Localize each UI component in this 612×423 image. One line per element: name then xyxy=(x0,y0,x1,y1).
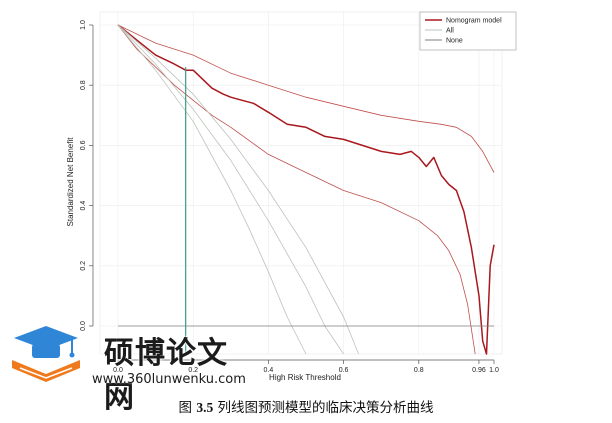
series-line-nomogram-model-ci-upper xyxy=(117,24,495,173)
y-tick-label: 0.0 xyxy=(80,321,87,331)
axes: 0.00.20.40.60.81.00.0 0.2 0.4 0.6 0.8 0.96 1.0 xyxy=(80,20,499,374)
y-tick-label: 1.0 xyxy=(80,20,87,30)
x-axis-label: High Risk Threshold xyxy=(269,373,341,382)
caption-number: 3.5 xyxy=(196,400,214,415)
series-lines xyxy=(117,24,495,355)
y-axis-label: Standardized Net Benefit xyxy=(66,137,75,227)
watermark-site-name: 硕博论文网 xyxy=(104,336,228,415)
x-tick-label: 0.6 xyxy=(339,367,349,374)
caption-label: 图 xyxy=(178,400,193,416)
y-tick-label: 0.2 xyxy=(80,261,87,271)
legend-label: Nomogram model xyxy=(446,18,502,25)
legend-label: None xyxy=(446,38,463,45)
watermark: 硕博论文网 www.360lunwenku.com xyxy=(8,320,258,415)
x-tick-label: 0.8 xyxy=(414,367,424,374)
legend: Nomogram model All None xyxy=(419,11,517,51)
y-tick-label: 0.4 xyxy=(80,201,87,211)
legend-box xyxy=(419,11,517,51)
x-tick-label: 0.0 xyxy=(113,367,123,374)
y-tick-label: 0.8 xyxy=(80,80,87,90)
x-tick-label: 1.0 xyxy=(489,367,499,374)
plot-area xyxy=(99,11,503,355)
graduation-cap-book-icon xyxy=(12,326,80,382)
caption-text: 列线图预测模型的临床决策分析曲线 xyxy=(217,400,434,416)
y-tick-label: 0.6 xyxy=(80,140,87,150)
legend-label: All xyxy=(446,28,454,35)
watermark-url: www.360lunwenku.com xyxy=(92,372,246,387)
series-line-all xyxy=(117,24,307,355)
series-line-nomogram-model xyxy=(117,24,495,355)
x-tick-label: 0.96 xyxy=(472,367,486,374)
series-line-all-third-curve xyxy=(117,24,359,355)
x-tick-label: 0.2 xyxy=(188,367,198,374)
figure-caption: 图 3.5 列线图预测模型的临床决策分析曲线 xyxy=(0,396,612,416)
x-tick-label: 0.4 xyxy=(264,367,274,374)
series-line-all-second-curve xyxy=(117,24,344,355)
